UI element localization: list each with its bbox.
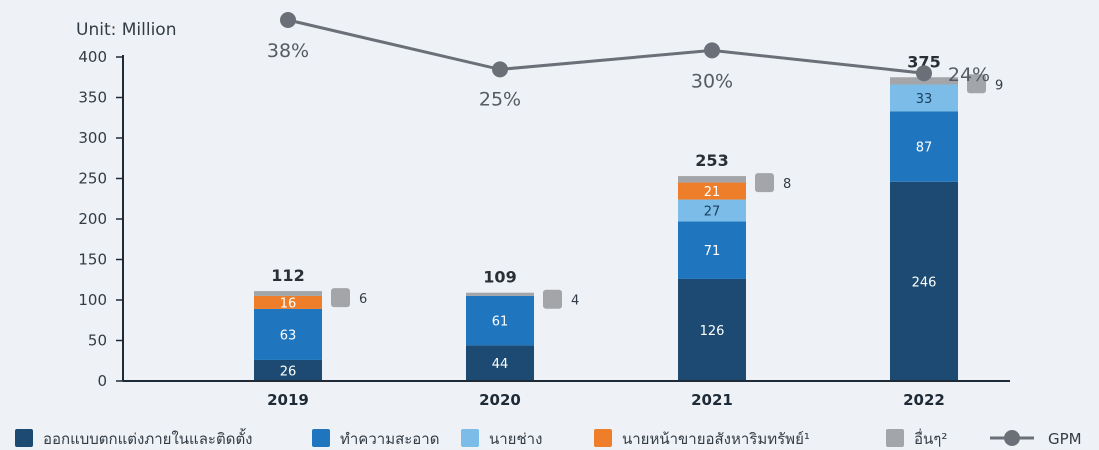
y-tick-label: 300 [78,129,107,147]
bars: 26 63 16 112 6 44 61 109 4 126 71 27 21 253 8 246 87 33 37… [254,52,1003,381]
legend-label: นายช่าง [489,430,542,448]
segment-value-label: 21 [704,185,721,200]
bar-segment [890,84,958,112]
segment-value-label: 33 [916,92,933,107]
total-label: 112 [271,266,304,285]
segment-value-label: 61 [492,315,509,330]
legend-label: ทำความสะอาด [340,430,439,448]
legend-gpm-marker [1004,430,1020,446]
bar-segment [254,359,322,381]
bar-stack-2021: 126 71 27 21 253 8 [678,151,791,381]
other-callout-marker [543,289,562,309]
bar-segment [466,345,534,381]
unit-label: Unit: Million [76,20,176,40]
segment-value-label: 27 [704,204,721,219]
bar-segment [466,292,534,296]
x-tick-label: 2019 [267,391,309,409]
total-label: 375 [907,52,940,71]
gpm-point [280,12,296,28]
segment-value-label: 63 [280,328,297,343]
other-callout-label: 8 [783,177,791,192]
other-callout-label: 6 [359,292,367,307]
gpm-point [916,65,932,82]
legend: ออกแบบตกแต่งภายในและติดตั้ง ทำความสะอาด นา… [15,428,1082,448]
bar-segment [678,221,746,279]
gpm-value-label: 38% [267,40,309,62]
x-tick-label: 2021 [691,391,733,409]
bar-segment [466,295,534,346]
gpm-value-label: 24% [948,64,990,86]
gpm-series-line [287,18,925,75]
y-tick-label: 400 [78,48,107,66]
total-label: 253 [695,151,728,170]
segment-value-label: 126 [700,324,725,339]
other-callout-marker [967,74,986,94]
bar-segment [890,181,958,381]
bar-segment [678,278,746,381]
legend-swatch [15,429,33,447]
legend-label: GPM [1048,430,1082,448]
other-callout-label: 9 [995,78,1003,93]
bar-stack-2019: 26 63 16 112 6 [254,266,367,381]
gpm-value-label: 30% [691,70,733,92]
bar-segment [254,291,322,296]
legend-label: อื่นๆ² [914,428,947,448]
legend-swatch [886,429,904,447]
bar-segment [678,199,746,222]
gpm-line: 38% 25% 30% 24% [267,12,990,110]
legend-swatch [594,429,612,447]
y-tick-label: 0 [97,372,107,390]
bar-segment [678,182,746,200]
segment-value-label: 44 [492,357,509,372]
bar-stack-2020: 44 61 109 4 [466,268,579,381]
bar-segment [678,176,746,183]
y-tick-label: 50 [88,332,107,350]
segment-value-label: 16 [280,296,297,311]
legend-swatch [312,429,330,447]
bar-segment [254,295,322,309]
y-axis: 0 50 100 150 200 250 300 350 400 [78,48,124,390]
other-callout-marker [331,288,350,308]
bar-segment [890,111,958,182]
other-callout-label: 4 [571,294,579,309]
segment-value-label: 71 [704,244,721,259]
gpm-point [704,42,720,59]
x-tick-label: 2020 [479,391,521,409]
bar-segment [254,308,322,360]
gpm-value-label: 25% [479,88,521,110]
legend-swatch [461,429,479,447]
y-tick-label: 250 [78,170,107,188]
legend-label: ออกแบบตกแต่งภายในและติดตั้ง [43,428,253,448]
x-tick-label: 2022 [903,391,945,409]
segment-value-label: 246 [912,275,937,290]
total-label: 109 [483,268,516,287]
bar-stack-2022: 246 87 33 375 9 [890,52,1003,381]
y-tick-label: 150 [78,251,107,269]
other-callout-marker [755,173,774,193]
y-tick-label: 100 [78,291,107,309]
y-tick-label: 350 [78,89,107,107]
gpm-point [492,61,508,78]
segment-value-label: 26 [280,364,297,379]
segment-value-label: 87 [916,141,933,156]
y-tick-label: 200 [78,210,107,228]
legend-label: นายหน้าขายอสังหาริมทรัพย์¹ [622,430,810,448]
x-axis: 2019 2020 2021 2022 [123,380,1010,409]
